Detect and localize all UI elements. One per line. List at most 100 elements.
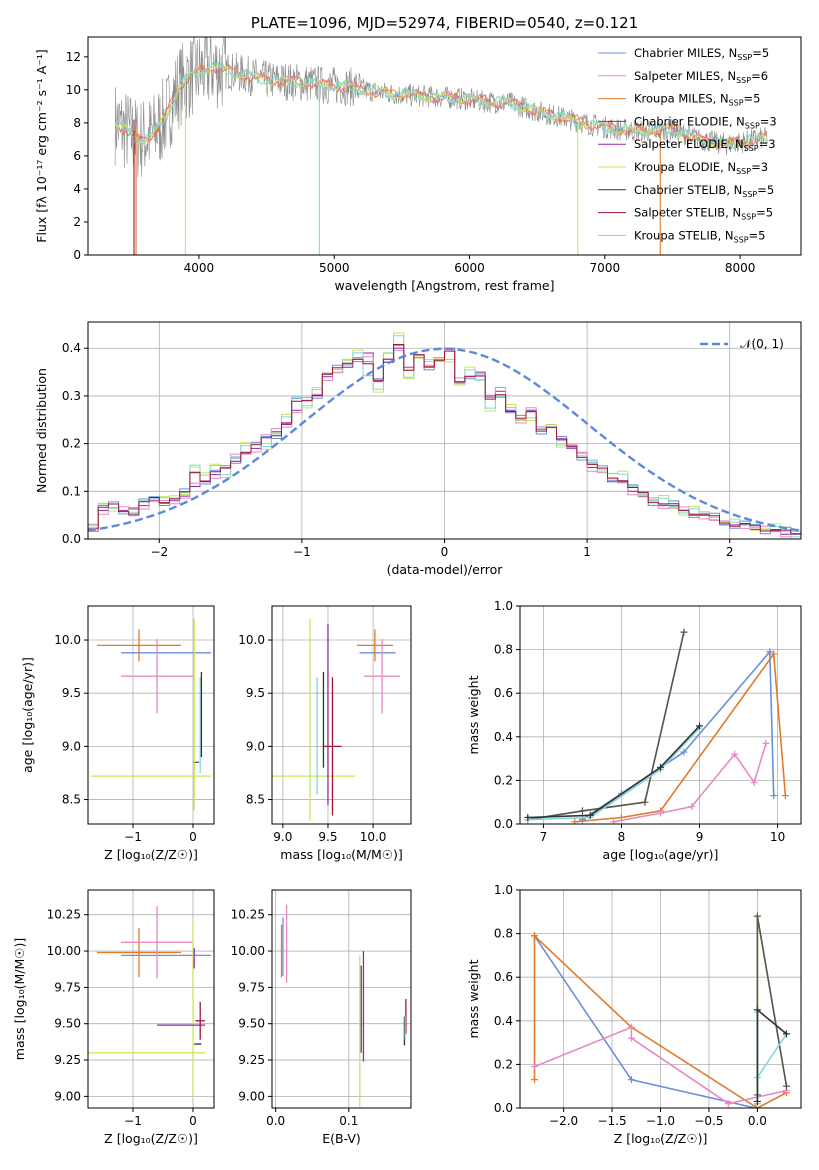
- weight-marker: [782, 1082, 790, 1090]
- model-spectrum-kroupa_stelib: [115, 61, 768, 150]
- legend-entry: Chabrier ELODIE, NSSP=3: [634, 114, 777, 130]
- panel-residuals: −2 −1 0 1 2 0.0 0.1 0.2 0.3 0.4 (data-model)/error…: [34, 321, 802, 577]
- weight-marker: [627, 1076, 635, 1084]
- legend-entry: Salpeter STELIB, NSSP=5: [634, 206, 773, 222]
- weight-marker: [781, 792, 789, 800]
- legend-entry: Kroupa STELIB, NSSP=5: [634, 228, 765, 244]
- y-tick-label: 8: [73, 116, 81, 130]
- x-tick-label: 10.0: [360, 830, 387, 844]
- x-tick-label: −1: [293, 545, 311, 559]
- x-tick-label: 7000: [590, 261, 621, 275]
- x-tick-label: 5000: [319, 261, 350, 275]
- y-tick-label: 10.0: [238, 633, 265, 647]
- x-axis-label: Z [log₁₀(Z/Z☉)]: [614, 1131, 708, 1146]
- x-tick-label: 9.0: [273, 830, 292, 844]
- plot-area: [114, 37, 768, 255]
- weight-marker: [657, 809, 664, 817]
- panel-weight_vs_age: 7 8 9 10 0.0 0.2 0.4 0.6 0.8 1.0 age [log₁₀(age/yr…: [466, 599, 802, 862]
- plot-area: [88, 332, 801, 539]
- x-axis-label: mass [log₁₀(M/M☉)]: [280, 847, 402, 862]
- x-tick-label: −0.5: [694, 1114, 723, 1128]
- x-tick-label: 0.0: [266, 1114, 285, 1128]
- y-tick-label: 0.8: [494, 643, 513, 657]
- x-axis-label: Z [log₁₀(Z/Z☉)]: [104, 847, 198, 862]
- y-axis-label: Flux [fλ 10⁻¹⁷ erg cm⁻² s⁻¹ A⁻¹]: [34, 49, 49, 242]
- y-tick-label: 12: [66, 50, 81, 64]
- y-tick-label: 8.5: [246, 793, 265, 807]
- axes-frame: [271, 889, 412, 1109]
- y-tick-label: 0.2: [494, 1057, 513, 1071]
- weight-line-salpeter_miles: [613, 743, 767, 823]
- weight-marker: [571, 818, 579, 824]
- panel-age_vs_mass: 9.0 9.5 10.0 8.5 9.0 9.5 10.0 mass [log₁₀(M/M☉)…: [238, 605, 412, 862]
- y-axis-label: age [log₁₀(age/yr)]: [20, 657, 35, 773]
- legend-entry: Chabrier STELIB, NSSP=5: [634, 183, 774, 199]
- x-tick-label: −1: [124, 830, 142, 844]
- y-tick-label: 1.0: [494, 883, 513, 897]
- weight-marker: [766, 648, 774, 656]
- y-tick-label: 9.25: [238, 1053, 265, 1067]
- x-tick-label: 8000: [725, 261, 756, 275]
- weight-marker: [627, 1034, 635, 1042]
- y-tick-label: 0.6: [494, 970, 513, 984]
- y-tick-label: 0.6: [494, 686, 513, 700]
- y-tick-label: 0.0: [62, 532, 81, 546]
- spectrum-legend: Chabrier MILES, NSSP=5 Salpeter MILES, NS…: [598, 46, 777, 244]
- x-tick-label: 9.5: [318, 830, 337, 844]
- panel-weight_vs_z: −2.0 −1.5 −1.0 −0.5 0.0 0.0 0.2 0.4 0.6 0.8 1.0 Z […: [466, 883, 802, 1146]
- y-tick-label: 0.2: [62, 437, 81, 451]
- y-tick-label: 0.0: [494, 817, 513, 831]
- model-spectrum-kroupa_elodie: [114, 61, 768, 149]
- weight-marker: [770, 792, 778, 800]
- weight-marker: [657, 763, 664, 771]
- chart-title: PLATE=1096, MJD=52974, FIBERID=0540, z=0…: [251, 14, 638, 32]
- weight-line-chabrier_miles: [581, 649, 775, 821]
- y-tick-label: 9.50: [238, 1017, 265, 1031]
- y-axis-label: mass weight: [466, 675, 481, 754]
- y-tick-label: 1.0: [494, 599, 513, 613]
- axes-frame: [87, 889, 215, 1109]
- y-tick-label: 0: [73, 248, 81, 262]
- axes-frame: [519, 605, 802, 825]
- y-tick-label: 9.75: [238, 980, 265, 994]
- y-tick-label: 9.5: [246, 686, 265, 700]
- residual-histogram-step: [88, 344, 801, 535]
- plot-area: [88, 905, 211, 1097]
- weight-marker: [641, 798, 649, 806]
- weight-marker: [688, 803, 696, 811]
- weight-marker: [627, 1023, 635, 1031]
- y-tick-label: 9.00: [54, 1089, 81, 1103]
- weight-marker: [531, 1076, 539, 1084]
- x-tick-label: 0: [189, 1114, 197, 1128]
- y-tick-label: 0.4: [494, 730, 513, 744]
- legend-entry: Kroupa ELODIE, NSSP=3: [634, 160, 768, 176]
- y-tick-label: 2: [73, 215, 81, 229]
- y-tick-label: 9.0: [246, 739, 265, 753]
- weight-marker: [750, 779, 758, 787]
- axes-frame: [87, 605, 215, 825]
- y-tick-label: 9.00: [238, 1089, 265, 1103]
- x-tick-label: 0: [189, 830, 197, 844]
- weight-line-chabrier_elodie: [527, 632, 685, 821]
- weight-line-kroupa_miles: [574, 651, 787, 823]
- y-tick-label: 0.8: [494, 927, 513, 941]
- observed-spectrum-line: [114, 37, 768, 178]
- y-tick-label: 0.2: [494, 773, 513, 787]
- x-tick-label: 10: [770, 830, 785, 844]
- weight-marker: [753, 912, 761, 920]
- y-tick-label: 9.50: [54, 1017, 81, 1031]
- x-axis-label: Z [log₁₀(Z/Z☉)]: [104, 1131, 198, 1146]
- weight-marker: [578, 807, 586, 815]
- x-tick-label: 0.0: [748, 1114, 767, 1128]
- y-axis-label: Normed distribution: [34, 368, 49, 493]
- x-tick-label: 1: [583, 545, 591, 559]
- y-tick-label: 10.25: [231, 908, 265, 922]
- x-tick-label: 2: [726, 545, 734, 559]
- y-tick-label: 9.0: [62, 739, 81, 753]
- y-tick-label: 9.25: [54, 1053, 81, 1067]
- weight-line-kroupa_elodie: [527, 632, 685, 821]
- x-axis-label: wavelength [Angstrom, rest frame]: [334, 278, 554, 293]
- y-tick-label: 10: [66, 83, 81, 97]
- y-tick-label: 0.3: [62, 389, 81, 403]
